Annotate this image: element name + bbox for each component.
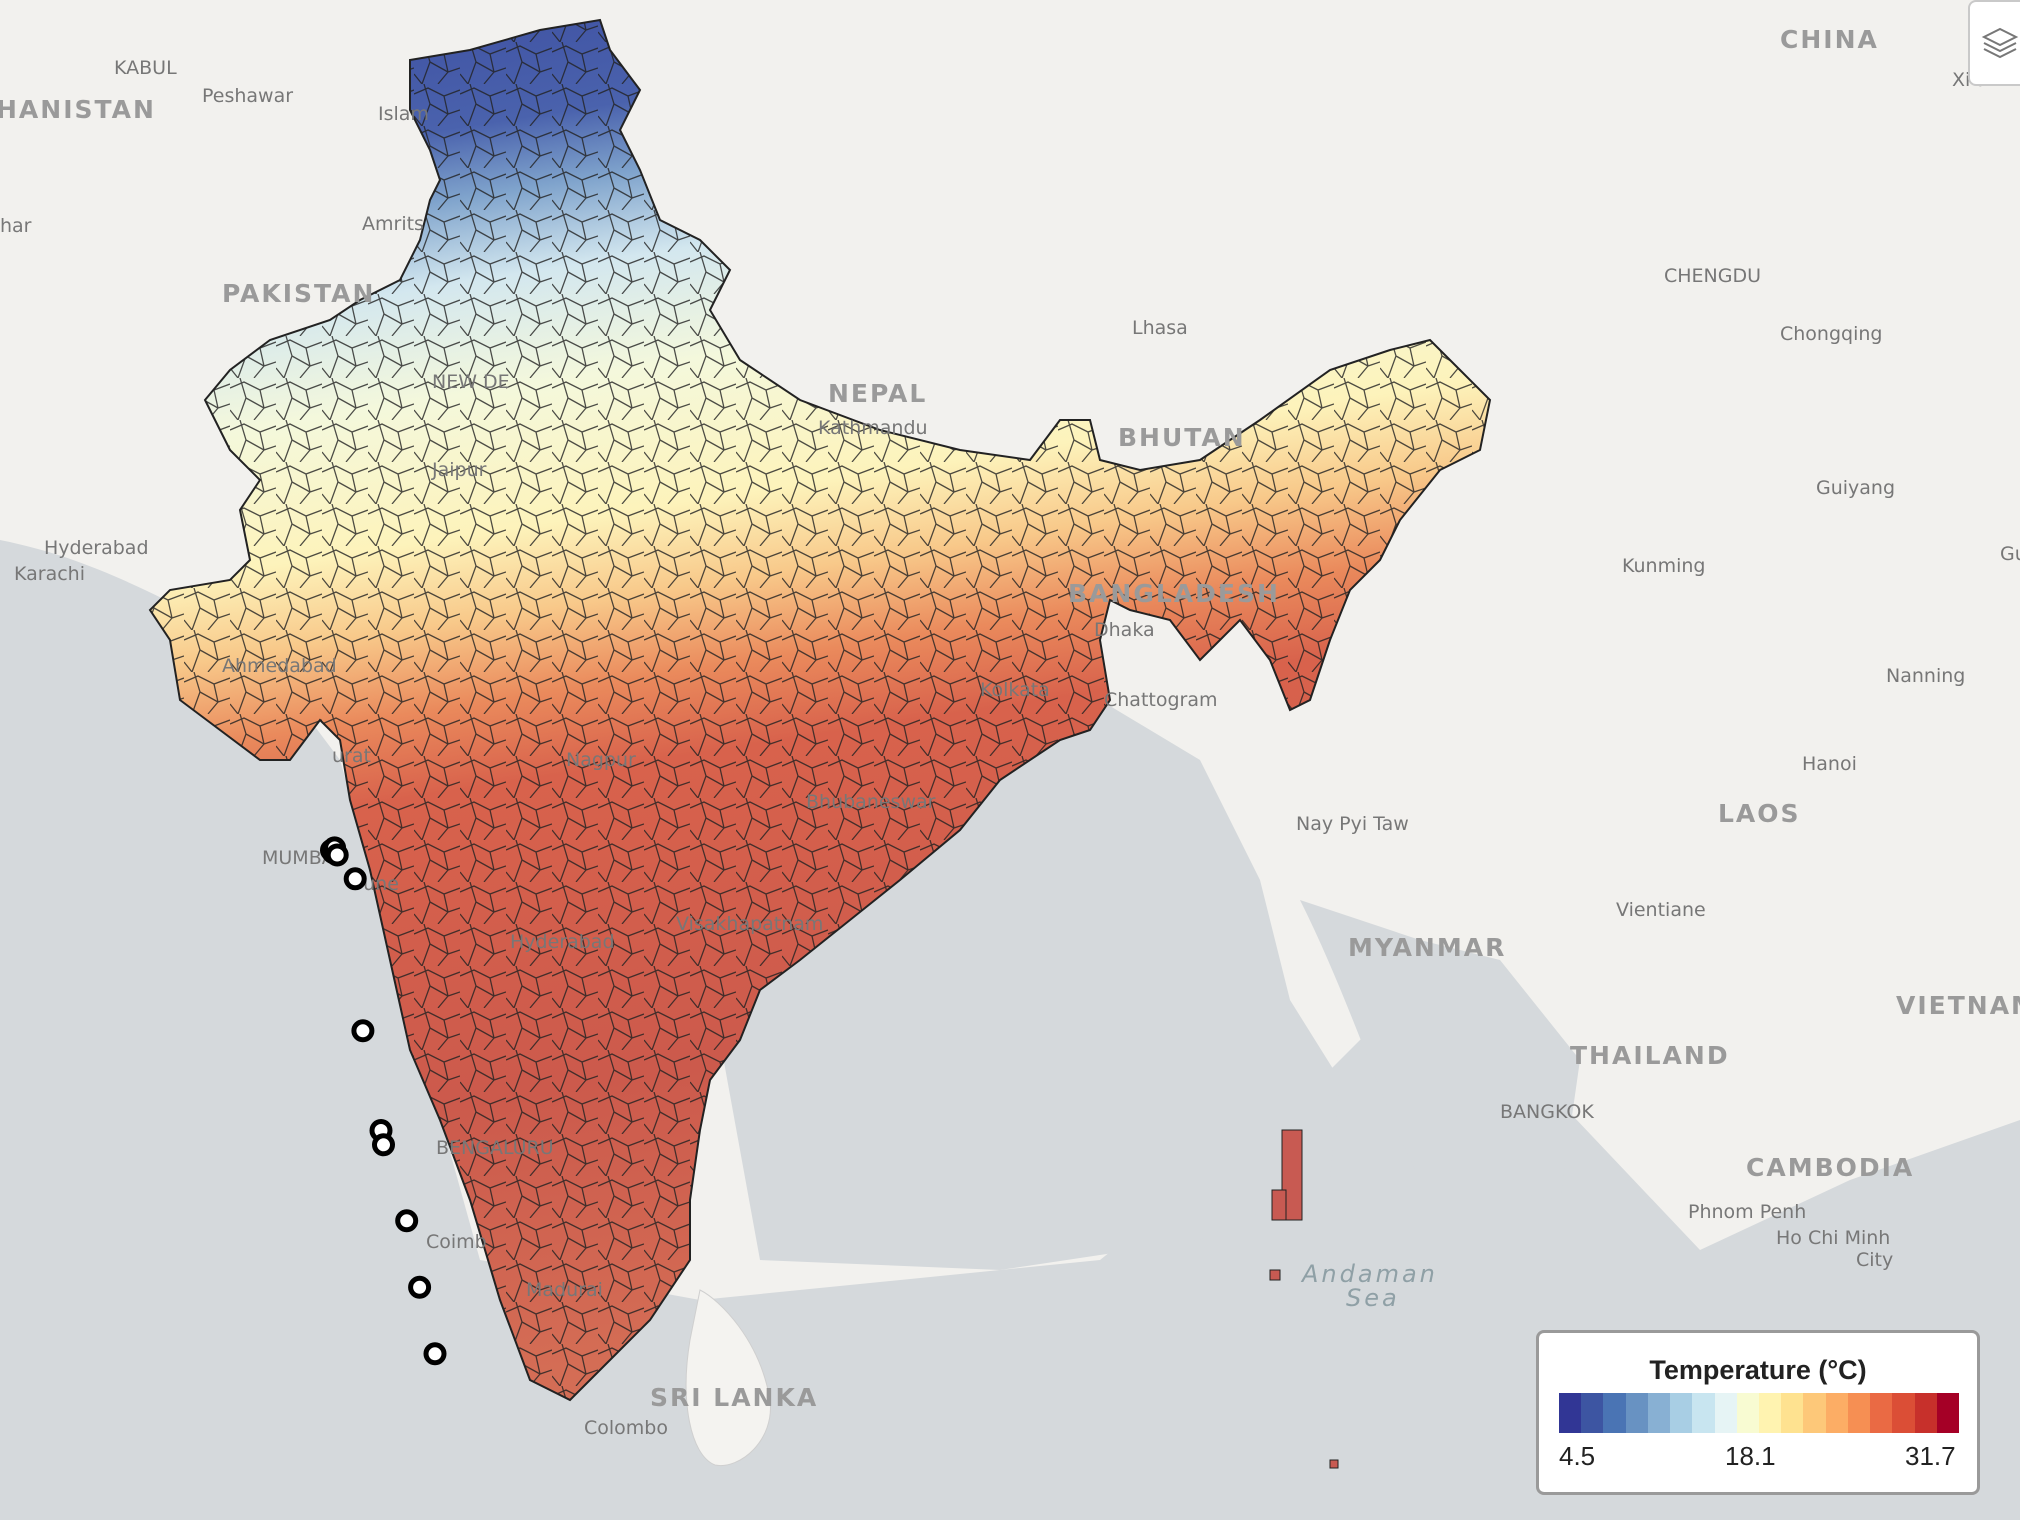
label-chongqing: Chongqing	[1780, 323, 1882, 345]
legend-swatch	[1581, 1393, 1604, 1433]
location-markers	[320, 836, 447, 1366]
label-coimbatore: Coimb	[426, 1231, 487, 1253]
label-cambodia: CAMBODIA	[1746, 1153, 1914, 1182]
label-bengaluru: BENGALURU	[436, 1137, 554, 1159]
label-amritsar: Amrits	[362, 213, 424, 235]
legend-swatch	[1758, 1393, 1782, 1433]
legend-swatch	[1870, 1393, 1893, 1433]
label-nanning: Nanning	[1886, 665, 1965, 687]
legend-min-label: 4.5	[1559, 1441, 1596, 1471]
label-kunming: Kunming	[1622, 555, 1706, 577]
label-hanoi: Hanoi	[1802, 753, 1857, 775]
legend-swatch	[1781, 1393, 1804, 1433]
label-karachi: Karachi	[14, 563, 85, 585]
layers-icon	[1981, 27, 2019, 59]
label-thailand: THAILAND	[1570, 1041, 1730, 1070]
label-nepal: NEPAL	[828, 379, 927, 408]
label-guiyang: Guiyang	[1816, 477, 1895, 499]
label-laos: LAOS	[1718, 799, 1801, 828]
layers-button[interactable]	[1968, 0, 2020, 86]
label-bangladesh: BANGLADESH	[1068, 579, 1280, 608]
location-marker[interactable]	[372, 1133, 395, 1157]
legend-swatch	[1803, 1393, 1826, 1433]
label-sea: Sea	[1346, 1284, 1400, 1312]
location-marker[interactable]	[325, 843, 349, 867]
label-bangkok: BANGKOK	[1500, 1101, 1594, 1123]
location-marker[interactable]	[423, 1342, 447, 1366]
label-nay-pyi-taw: Nay Pyi Taw	[1296, 813, 1409, 835]
andaman-sea	[1300, 900, 1580, 1200]
location-marker[interactable]	[351, 1019, 375, 1043]
label-visakhapatnam: Visakhapatnam	[676, 913, 823, 935]
label-ahmedabad: Ahmedabad	[222, 655, 337, 677]
label-phnom-penh: Phnom Penh	[1688, 1201, 1806, 1223]
label-chattogram: Chattogram	[1104, 689, 1218, 711]
sri-lanka-land	[685, 1289, 771, 1467]
legend-swatch	[1647, 1393, 1671, 1433]
label-kolkata: Kolkata	[980, 679, 1050, 701]
legend-swatch	[1714, 1393, 1737, 1433]
bay-of-bengal	[720, 700, 1340, 1270]
location-marker[interactable]	[343, 867, 367, 891]
legend-swatch	[1692, 1393, 1715, 1433]
label-bhubaneswar: Bhubaneswar	[806, 791, 936, 813]
label-ho-chi-minh-city: City	[1856, 1249, 1893, 1271]
label-china: CHINA	[1780, 25, 1879, 54]
legend-swatch	[1847, 1393, 1871, 1433]
label-colombo: Colombo	[584, 1417, 668, 1439]
legend-mid-label: 18.1	[1725, 1441, 1776, 1471]
label-ho-chi-minh: Ho Chi Minh	[1776, 1227, 1890, 1249]
label-surat: urat	[332, 745, 371, 767]
legend-swatch	[1914, 1393, 1937, 1433]
label-nagpur: Nagpur	[566, 749, 636, 771]
label-lhasa: Lhasa	[1132, 317, 1188, 339]
legend-swatch	[1892, 1393, 1915, 1433]
label-kandahar: har	[0, 215, 32, 237]
legend-swatch	[1625, 1393, 1648, 1433]
label-madurai: Madurai	[526, 1279, 603, 1301]
legend-swatch	[1736, 1393, 1759, 1433]
label-kathmandu: Kathmandu	[818, 417, 928, 439]
legend-title: Temperature (°C)	[1649, 1355, 1867, 1385]
label-peshawar: Peshawar	[202, 85, 293, 107]
legend-swatch	[1936, 1393, 1959, 1433]
label-hyderabad-in: Hyderabad	[510, 931, 615, 953]
label-jaipur: Jaipur	[431, 459, 487, 481]
label-afghanistan: HANISTAN	[0, 95, 156, 124]
label-hyderabad-pk: Hyderabad	[44, 537, 149, 559]
location-marker[interactable]	[408, 1275, 432, 1299]
legend-swatch	[1559, 1393, 1582, 1433]
label-vientiane: Vientiane	[1616, 899, 1706, 921]
label-gu: Gu	[2000, 543, 2020, 565]
legend-max-label: 31.7	[1905, 1441, 1956, 1471]
district-boundaries	[148, 18, 1492, 1402]
label-sri-lanka: SRI LANKA	[650, 1383, 818, 1412]
label-kabul: KABUL	[114, 57, 177, 79]
legend-swatch	[1603, 1393, 1626, 1433]
label-myanmar: MYANMAR	[1348, 933, 1506, 962]
legend-color-bar	[1559, 1393, 1959, 1433]
label-pakistan: PAKISTAN	[222, 279, 375, 308]
label-new-delhi: NEW DE	[432, 371, 510, 393]
legend-swatch	[1825, 1393, 1848, 1433]
label-vietnam: VIETNAM	[1896, 991, 2020, 1020]
legend-swatch	[1670, 1393, 1693, 1433]
label-chengdu: CHENGDU	[1664, 265, 1761, 287]
temperature-legend: Temperature (°C) 4.5 18.1 31.7	[1536, 1330, 1980, 1495]
label-islamabad: Islam	[378, 103, 429, 125]
location-marker[interactable]	[395, 1209, 419, 1233]
label-dhaka: Dhaka	[1094, 619, 1155, 641]
label-andaman: Andaman	[1300, 1260, 1438, 1288]
andaman-islands	[1269, 1129, 1339, 1469]
label-bhutan: BHUTAN	[1118, 423, 1246, 452]
